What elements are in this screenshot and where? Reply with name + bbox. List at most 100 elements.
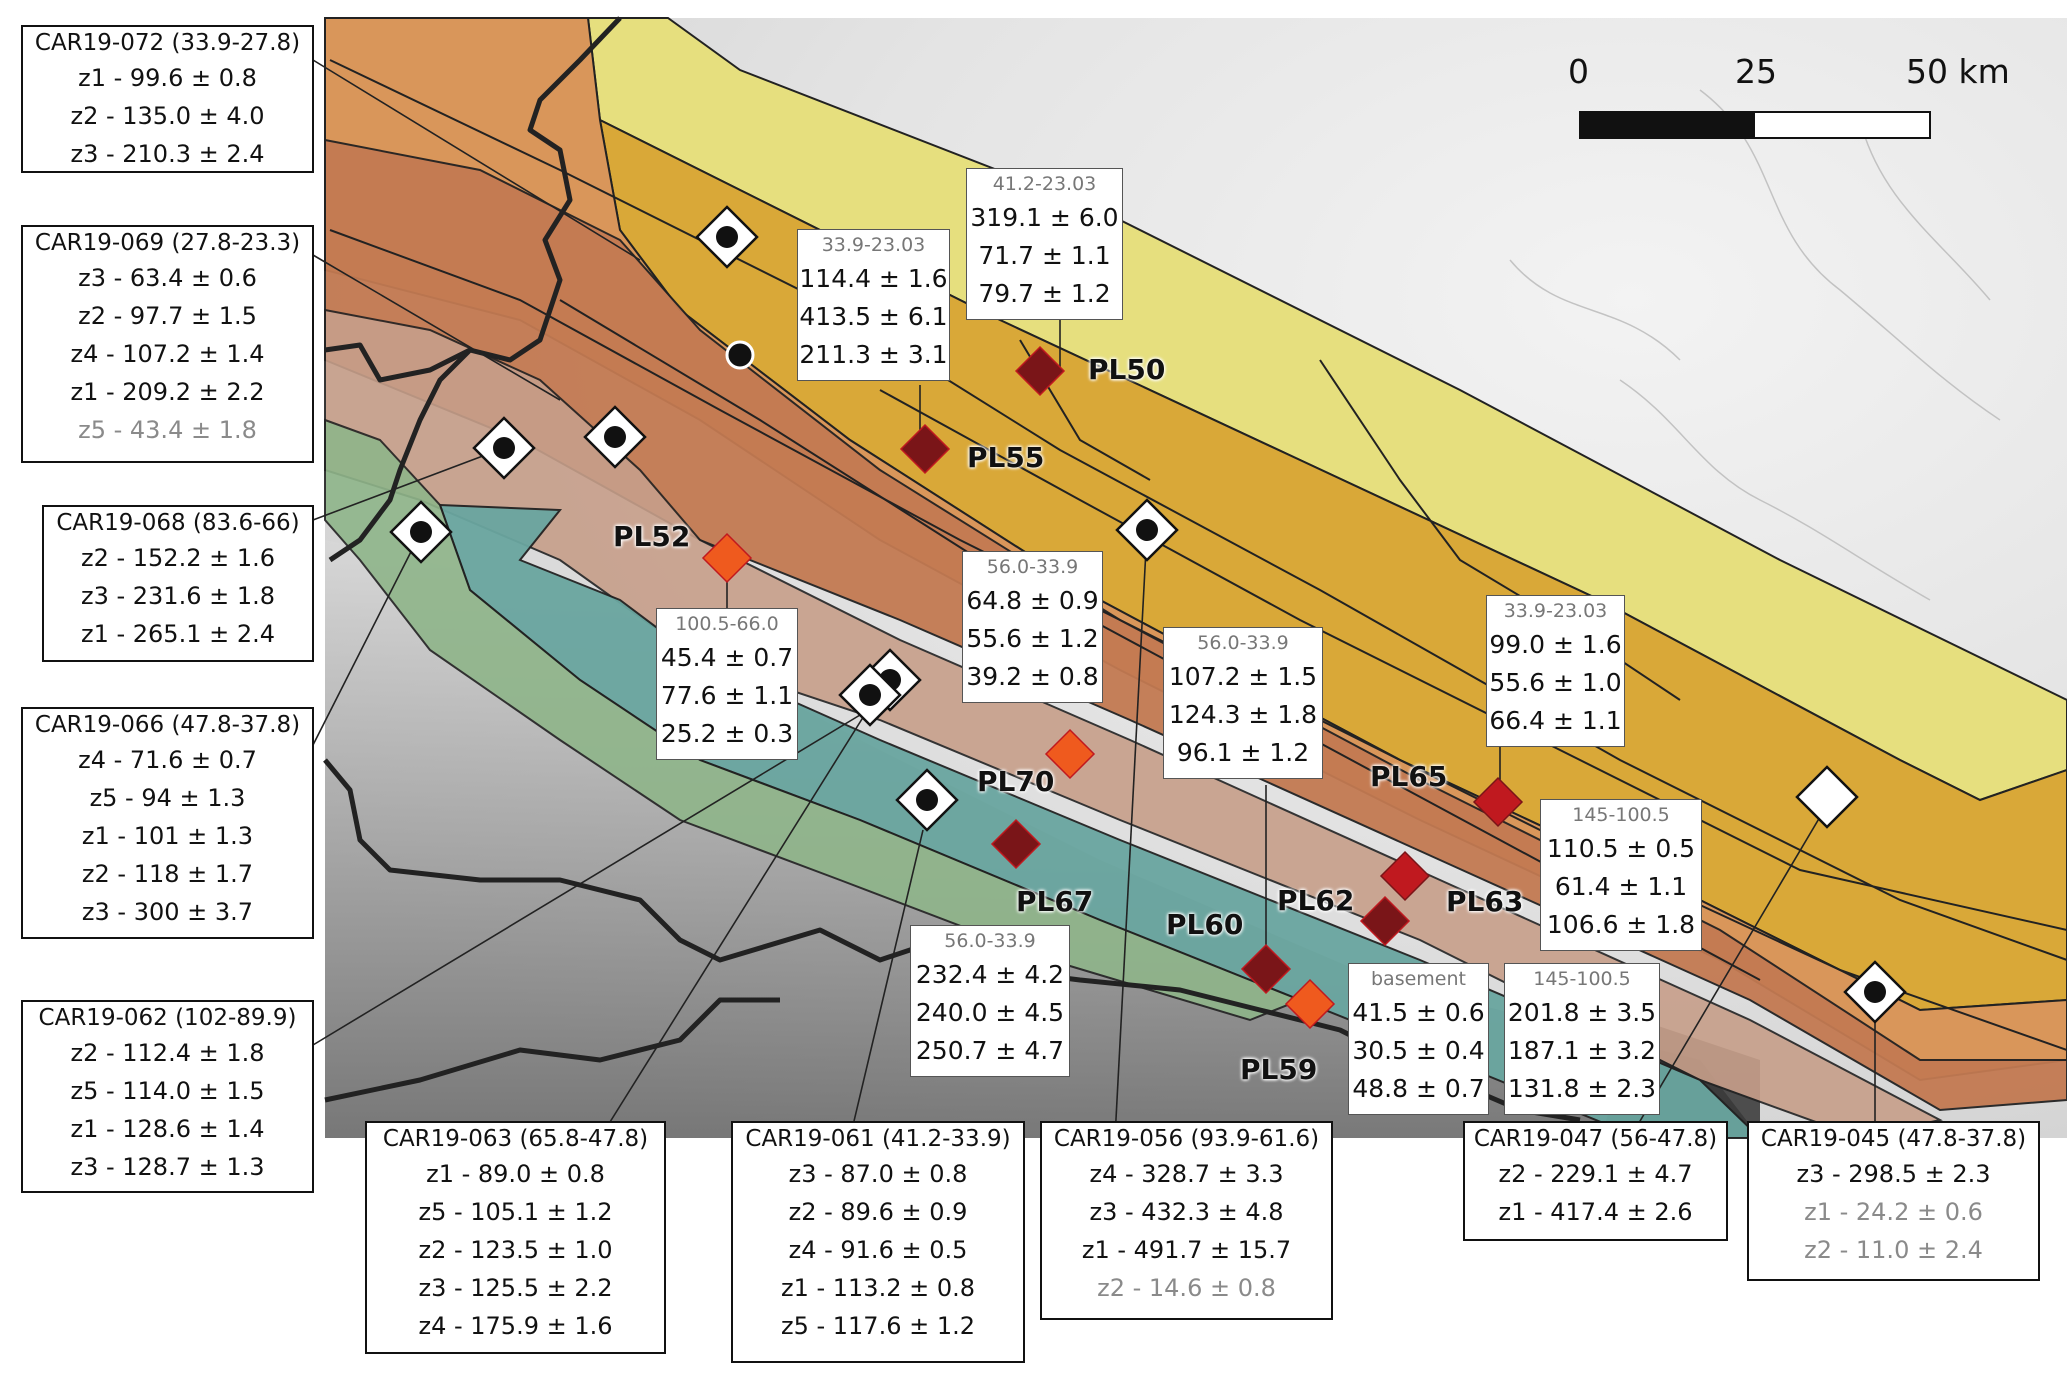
zircon-age: z2 - 11.0 ± 2.4	[1804, 1236, 1983, 1264]
pl-value: 187.1 ± 3.2	[1507, 1036, 1657, 1065]
sample-title: CAR19-069 (27.8-23.3)	[34, 230, 301, 256]
zircon-age: z2 - 89.6 ± 0.9	[788, 1198, 968, 1226]
sample-point	[725, 340, 755, 370]
pl-age: 56.0-33.9	[1197, 632, 1289, 654]
pl50-marker	[1014, 345, 1066, 397]
zircon-age: z2 - 14.6 ± 0.8	[1097, 1274, 1276, 1302]
pl-value: 232.4 ± 4.2	[915, 960, 1065, 989]
detrital-marker	[1795, 765, 1859, 829]
zircon-age: z2 - 135.0 ± 4.0	[70, 102, 265, 130]
pl55-marker	[899, 423, 951, 475]
pl70-data-box: 56.0-33.9 64.8 ± 0.9 55.6 ± 1.2 39.2 ± 0…	[962, 551, 1103, 703]
zircon-age: z5 - 117.6 ± 1.2	[780, 1312, 976, 1340]
zircon-age: z3 - 210.3 ± 2.4	[70, 140, 265, 168]
pl52-data-box: 100.5-66.0 45.4 ± 0.7 77.6 ± 1.1 25.2 ± …	[656, 608, 798, 760]
pl70-label: PL70	[977, 765, 1055, 798]
pl-age: 145-100.5	[1533, 968, 1631, 990]
zircon-age: z3 - 125.5 ± 2.2	[418, 1274, 613, 1302]
car19-061-box: CAR19-061 (41.2-33.9) z3 - 87.0 ± 0.8 z2…	[731, 1121, 1025, 1363]
pl-value: 201.8 ± 3.5	[1507, 998, 1657, 1027]
pl-value: 25.2 ± 0.3	[660, 719, 794, 748]
zircon-age: z1 - 128.6 ± 1.4	[70, 1115, 265, 1143]
pl55-label: PL55	[967, 441, 1045, 474]
pl52-marker	[701, 532, 753, 584]
pl52-label: PL52	[613, 520, 691, 553]
pl-age: basement	[1371, 968, 1466, 990]
pl-age: 33.9-23.03	[1503, 600, 1608, 622]
pl-value: 77.6 ± 1.1	[660, 681, 794, 710]
sample-title: CAR19-072 (33.9-27.8)	[34, 30, 301, 56]
pl-value: 131.8 ± 2.3	[1507, 1074, 1657, 1103]
sample-title: CAR19-063 (65.8-47.8)	[382, 1126, 649, 1152]
belt-green	[324, 418, 1303, 1022]
pl-value: 41.5 ± 0.6	[1352, 998, 1485, 1027]
pl70-marker	[1044, 728, 1096, 780]
sample-title: CAR19-068 (83.6-66)	[56, 510, 300, 536]
sample-title: CAR19-045 (47.8-37.8)	[1760, 1126, 2027, 1152]
pl-value: 64.8 ± 0.9	[966, 586, 1099, 615]
scale-tick-25: 25	[1735, 52, 1777, 91]
pl-value: 39.2 ± 0.8	[966, 662, 1099, 691]
pl60-marker	[1240, 943, 1292, 995]
pl-value: 413.5 ± 6.1	[799, 302, 948, 331]
pl-value: 114.4 ± 1.6	[799, 264, 948, 293]
car19-047-box: CAR19-047 (56-47.8) z2 - 229.1 ± 4.7 z1 …	[1463, 1121, 1728, 1241]
zircon-age: z5 - 94 ± 1.3	[89, 784, 246, 812]
zircon-age: z3 - 298.5 ± 2.3	[1796, 1160, 1991, 1188]
pl-age: 56.0-33.9	[944, 930, 1036, 952]
zircon-age: z1 - 89.0 ± 0.8	[426, 1160, 605, 1188]
pl65-label: PL65	[1370, 760, 1448, 793]
car19-072-box: CAR19-072 (33.9-27.8) z1 - 99.6 ± 0.8 z2…	[21, 25, 314, 173]
car19-056-box: CAR19-056 (93.9-61.6) z4 - 328.7 ± 3.3 z…	[1040, 1121, 1333, 1320]
pl67-marker	[990, 818, 1042, 870]
zircon-age: z3 - 128.7 ± 1.3	[70, 1153, 265, 1181]
zircon-age: z5 - 105.1 ± 1.2	[418, 1198, 613, 1226]
car19-063-box: CAR19-063 (65.8-47.8) z1 - 89.0 ± 0.8 z5…	[365, 1121, 666, 1354]
scale-tick-50: 50 km	[1906, 52, 2010, 91]
detrital-marker	[838, 663, 902, 727]
pl62-data-box: 145-100.5 201.8 ± 3.5 187.1 ± 3.2 131.8 …	[1504, 963, 1660, 1115]
pl62-marker	[1359, 895, 1411, 947]
pl67-label: PL67	[1016, 885, 1094, 918]
pl62-label: PL62	[1277, 884, 1355, 917]
zircon-age: z2 - 97.7 ± 1.5	[78, 302, 257, 330]
zircon-age: z5 - 114.0 ± 1.5	[70, 1077, 265, 1105]
pl50-label: PL50	[1088, 353, 1166, 386]
pl63-marker	[1379, 850, 1431, 902]
pl55-data-box: 33.9-23.03 114.4 ± 1.6 413.5 ± 6.1 211.3…	[797, 229, 950, 381]
sample-title: CAR19-056 (93.9-61.6)	[1053, 1126, 1320, 1152]
zircon-age: z1 - 417.4 ± 2.6	[1498, 1198, 1693, 1226]
pl-markers	[701, 345, 1524, 1030]
zircon-age: z1 - 101 ± 1.3	[81, 822, 254, 850]
zircon-age: z2 - 152.2 ± 1.6	[80, 544, 276, 572]
pl-age: 100.5-66.0	[675, 613, 779, 635]
pl-value: 55.6 ± 1.0	[1489, 668, 1622, 697]
pl59-label: PL59	[1240, 1053, 1318, 1086]
pl-value: 61.4 ± 1.1	[1554, 872, 1688, 901]
pl-value: 99.0 ± 1.6	[1489, 630, 1622, 659]
car19-066-box: CAR19-066 (47.8-37.8) z4 - 71.6 ± 0.7 z5…	[21, 707, 314, 939]
pl-value: 45.4 ± 0.7	[660, 643, 794, 672]
pl-value: 96.1 ± 1.2	[1176, 738, 1310, 767]
zircon-age: z3 - 63.4 ± 0.6	[78, 264, 257, 292]
zircon-age: z2 - 118 ± 1.7	[81, 860, 254, 888]
zircon-age: z1 - 24.2 ± 0.6	[1804, 1198, 1983, 1226]
zircon-age: z2 - 112.4 ± 1.8	[70, 1039, 265, 1067]
pl50-data-box: 41.2-23.03 319.1 ± 6.0 71.7 ± 1.1 79.7 ±…	[966, 168, 1123, 320]
zircon-age: z4 - 71.6 ± 0.7	[78, 746, 257, 774]
pl59-marker	[1284, 978, 1336, 1030]
zircon-age: z4 - 328.7 ± 3.3	[1089, 1160, 1284, 1188]
pl-value: 66.4 ± 1.1	[1489, 706, 1622, 735]
zircon-age: z5 - 43.4 ± 1.8	[78, 416, 257, 444]
detrital-marker	[695, 205, 759, 269]
pl-value: 107.2 ± 1.5	[1168, 662, 1318, 691]
pl-value: 71.7 ± 1.1	[978, 241, 1111, 270]
zircon-age: z4 - 91.6 ± 0.5	[788, 1236, 968, 1264]
sample-title: CAR19-047 (56-47.8)	[1473, 1126, 1718, 1152]
car19-062-box: CAR19-062 (102-89.9) z2 - 112.4 ± 1.8 z5…	[21, 1000, 314, 1193]
pl-age: 33.9-23.03	[821, 234, 926, 256]
zircon-age: z2 - 229.1 ± 4.7	[1498, 1160, 1693, 1188]
zircon-age: z1 - 113.2 ± 0.8	[780, 1274, 976, 1302]
scale-bar	[1579, 111, 1931, 139]
